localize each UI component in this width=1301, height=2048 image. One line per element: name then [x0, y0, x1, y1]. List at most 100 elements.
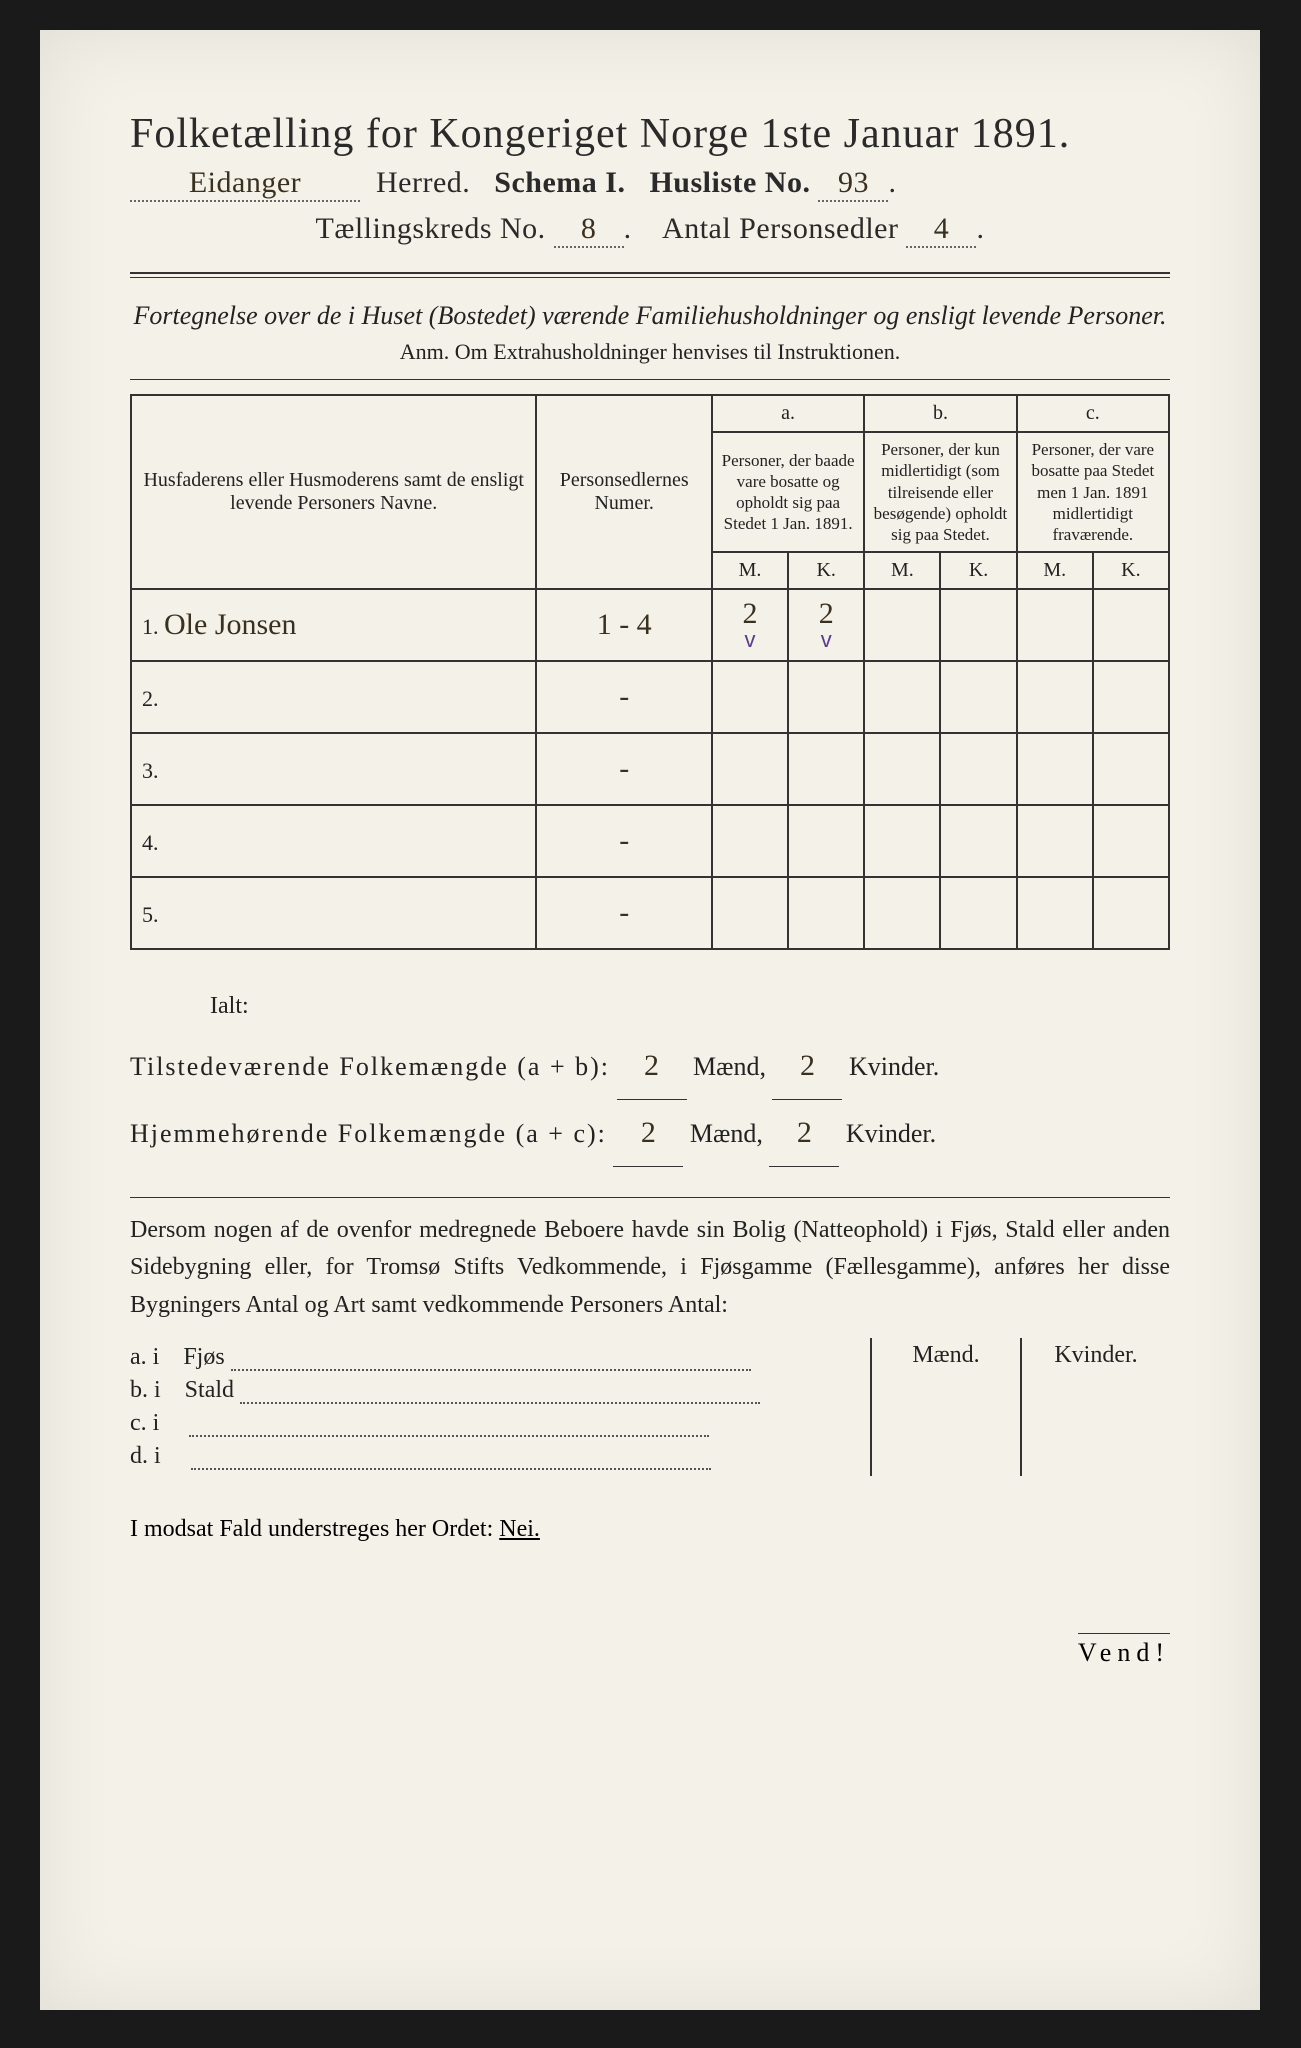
row-name: 1. Ole Jonsen — [131, 589, 536, 661]
cell-bM — [864, 805, 940, 877]
col-b-desc: Personer, der kun midlertidigt (som tilr… — [864, 432, 1016, 552]
hjemme-m: 2 — [613, 1100, 683, 1167]
sedler-label: Antal Personsedler — [662, 212, 898, 245]
cell-cM — [1017, 589, 1093, 661]
cell-aM — [712, 805, 788, 877]
col-c-desc: Personer, der vare bosatte paa Stedet me… — [1017, 432, 1169, 552]
cell-bM — [864, 733, 940, 805]
schema-label: Schema I. — [494, 166, 625, 199]
row-name: 3. — [131, 733, 536, 805]
vend-label: Vend! — [1078, 1633, 1170, 1668]
col-c-k: K. — [1093, 552, 1169, 589]
cell-cK — [1093, 733, 1169, 805]
col-header-names: Husfaderens eller Husmoderens samt de en… — [131, 395, 536, 589]
cell-cK — [1093, 805, 1169, 877]
cell-cK — [1093, 589, 1169, 661]
divider-thin — [130, 379, 1170, 380]
hjemme-k: 2 — [769, 1100, 839, 1167]
cell-bK — [940, 805, 1016, 877]
cell-aM — [712, 661, 788, 733]
side-building-row: d. i — [130, 1443, 870, 1470]
document-page: Folketælling for Kongeriget Norge 1ste J… — [40, 30, 1260, 2010]
row-numer: - — [536, 733, 712, 805]
cell-aM: 2v — [712, 589, 788, 661]
herred-value: Eidanger — [130, 166, 360, 202]
table-row: 5. - — [131, 877, 1169, 949]
table-row: 3. - — [131, 733, 1169, 805]
col-a-top: a. — [712, 395, 864, 432]
cell-cM — [1017, 877, 1093, 949]
cell-bK — [940, 877, 1016, 949]
cell-cM — [1017, 661, 1093, 733]
sedler-value: 4 — [906, 212, 976, 248]
table-row: 1. Ole Jonsen1 - 42v2v — [131, 589, 1169, 661]
nei-word: Nei. — [499, 1516, 540, 1542]
cell-bK — [940, 589, 1016, 661]
cell-bM — [864, 589, 940, 661]
tilstede-m: 2 — [617, 1033, 687, 1100]
row-name: 5. — [131, 877, 536, 949]
cell-bK — [940, 661, 1016, 733]
cell-aK — [788, 733, 864, 805]
cell-bM — [864, 661, 940, 733]
row-numer: - — [536, 661, 712, 733]
side-building-block: a. i Fjøs b. i Stald c. i d. i Mænd. Kvi… — [130, 1338, 1170, 1476]
cell-bK — [940, 733, 1016, 805]
sb-kvinder-header: Kvinder. — [1020, 1338, 1170, 1476]
col-header-numer: Personsedlernes Numer. — [536, 395, 712, 589]
husliste-label: Husliste No. — [649, 166, 810, 199]
tilstede-label: Tilstedeværende Folkemængde (a + b): — [130, 1052, 610, 1081]
col-b-top: b. — [864, 395, 1016, 432]
maend-label: Mænd, — [693, 1052, 766, 1081]
husliste-value: 93 — [818, 166, 888, 202]
anm-note: Anm. Om Extrahusholdninger henvises til … — [130, 339, 1170, 365]
maend-label: Mænd, — [690, 1119, 763, 1148]
col-a-m: M. — [712, 552, 788, 589]
kvinder-label: Kvinder. — [849, 1052, 939, 1081]
kreds-value: 8 — [554, 212, 624, 248]
table-row: 4. - — [131, 805, 1169, 877]
col-a-k: K. — [788, 552, 864, 589]
cell-aM — [712, 877, 788, 949]
cell-bM — [864, 877, 940, 949]
kreds-label: Tællingskreds No. — [316, 212, 546, 245]
totals-block: Ialt: Tilstedeværende Folkemængde (a + b… — [130, 980, 1170, 1167]
cell-aK — [788, 805, 864, 877]
row-numer: 1 - 4 — [536, 589, 712, 661]
col-b-k: K. — [940, 552, 1016, 589]
subheading: Fortegnelse over de i Huset (Bostedet) v… — [130, 298, 1170, 333]
cell-cK — [1093, 661, 1169, 733]
side-building-para: Dersom nogen af de ovenfor medregnede Be… — [130, 1212, 1170, 1324]
kvinder-label: Kvinder. — [846, 1119, 936, 1148]
main-table: Husfaderens eller Husmoderens samt de en… — [130, 394, 1170, 950]
ialt-label: Ialt: — [210, 980, 1170, 1033]
row-name: 2. — [131, 661, 536, 733]
row-name: 4. — [131, 805, 536, 877]
side-building-row: b. i Stald — [130, 1377, 870, 1404]
header-line-2: Eidanger Herred. Schema I. Husliste No. … — [130, 166, 1170, 202]
cell-cM — [1017, 805, 1093, 877]
divider — [130, 272, 1170, 278]
divider-thin — [130, 1197, 1170, 1198]
tilstede-k: 2 — [772, 1033, 842, 1100]
cell-aK — [788, 661, 864, 733]
table-row: 2. - — [131, 661, 1169, 733]
cell-cM — [1017, 733, 1093, 805]
nei-line: I modsat Fald understreges her Ordet: Ne… — [130, 1516, 1170, 1543]
page-title: Folketælling for Kongeriget Norge 1ste J… — [130, 110, 1170, 158]
row-numer: - — [536, 805, 712, 877]
cell-aK: 2v — [788, 589, 864, 661]
row-numer: - — [536, 877, 712, 949]
col-c-top: c. — [1017, 395, 1169, 432]
side-building-row: a. i Fjøs — [130, 1344, 870, 1371]
col-a-desc: Personer, der baade vare bosatte og opho… — [712, 432, 864, 552]
sb-maend-header: Mænd. — [872, 1338, 1020, 1476]
cell-cK — [1093, 877, 1169, 949]
cell-aK — [788, 877, 864, 949]
hjemme-label: Hjemmehørende Folkemængde (a + c): — [130, 1119, 607, 1148]
header-line-3: Tællingskreds No. 8. Antal Personsedler … — [130, 212, 1170, 248]
col-c-m: M. — [1017, 552, 1093, 589]
side-building-row: c. i — [130, 1410, 870, 1437]
nei-pre: I modsat Fald understreges her Ordet: — [130, 1516, 493, 1542]
herred-label: Herred. — [376, 166, 470, 199]
